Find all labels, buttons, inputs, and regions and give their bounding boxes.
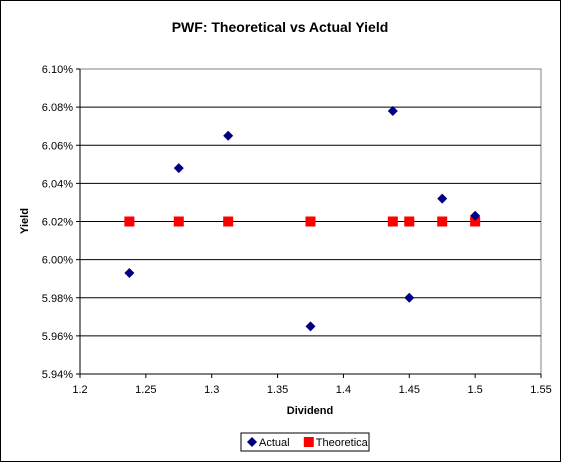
y-tick-label: 5.94% bbox=[42, 369, 73, 381]
x-axis: 1.2 1.25 1.3 1.35 1.4 1.45 1.5 1.55 bbox=[72, 373, 552, 396]
actual-point bbox=[305, 321, 316, 332]
legend-marker-actual bbox=[247, 437, 257, 447]
data-points bbox=[124, 105, 481, 332]
theoretical-point bbox=[124, 216, 135, 227]
x-tick-label: 1.4 bbox=[336, 384, 351, 396]
actual-point bbox=[387, 105, 398, 116]
theoretical-point bbox=[305, 216, 316, 227]
actual-point bbox=[470, 210, 481, 221]
y-axis-title: Yield bbox=[19, 208, 31, 234]
x-tick-label: 1.45 bbox=[399, 384, 420, 396]
theoretical-point bbox=[404, 216, 415, 227]
theoretical-point bbox=[437, 216, 448, 227]
legend: Actual Theoretical bbox=[240, 432, 370, 452]
y-tick-label: 6.04% bbox=[42, 178, 73, 190]
y-tick-label: 5.98% bbox=[42, 293, 73, 305]
y-tick-label: 6.06% bbox=[42, 140, 73, 152]
y-tick-label: 6.08% bbox=[42, 102, 73, 114]
theoretical-point bbox=[387, 216, 398, 227]
x-axis-title: Dividend bbox=[287, 405, 333, 417]
theoretical-point bbox=[223, 216, 234, 227]
y-tick-label: 5.96% bbox=[42, 331, 73, 343]
legend-marker-theoretical bbox=[303, 437, 314, 447]
actual-point bbox=[437, 193, 448, 204]
x-tick-label: 1.3 bbox=[204, 384, 219, 396]
y-tick-label: 6.02% bbox=[42, 217, 73, 229]
actual-point bbox=[173, 163, 184, 174]
actual-point bbox=[404, 292, 415, 303]
x-tick-label: 1.25 bbox=[135, 384, 156, 396]
actual-point bbox=[223, 130, 234, 141]
legend-label-actual: Actual bbox=[259, 437, 290, 449]
x-tick-label: 1.2 bbox=[72, 384, 87, 396]
legend-label-theoretical: Theoretical bbox=[316, 437, 370, 449]
y-tick-label: 6.00% bbox=[42, 255, 73, 267]
theoretical-point bbox=[470, 216, 481, 227]
chart-title: PWF: Theoretical vs Actual Yield bbox=[172, 19, 389, 35]
x-tick-label: 1.5 bbox=[467, 384, 482, 396]
actual-point bbox=[124, 267, 135, 278]
y-axis: 5.94% 5.96% 5.98% 6.00% 6.02% 6.04% 6.06% 6.08%… bbox=[42, 64, 81, 381]
x-tick-label: 1.55 bbox=[530, 384, 551, 396]
grid-lines bbox=[80, 106, 541, 337]
theoretical-point bbox=[173, 216, 184, 227]
x-tick-label: 1.35 bbox=[267, 384, 288, 396]
y-tick-label: 6.10% bbox=[42, 64, 73, 76]
